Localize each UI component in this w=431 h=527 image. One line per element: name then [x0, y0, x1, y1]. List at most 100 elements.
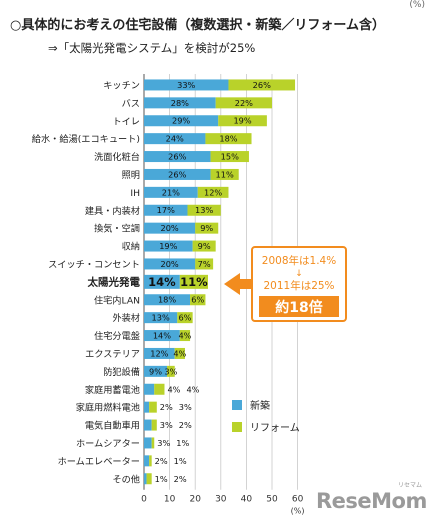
category-label: トイレ	[112, 116, 140, 127]
data-label-reform: 4%	[173, 348, 186, 358]
category-label: 照明	[122, 170, 140, 181]
bar-new	[144, 115, 219, 127]
legend-swatch	[232, 422, 242, 432]
callout-badge-text: 約18倍	[275, 299, 322, 316]
bar-reform	[218, 115, 267, 127]
bar-reform	[187, 204, 221, 216]
bar-new	[144, 419, 152, 431]
data-label-reform: 11%	[216, 169, 234, 179]
category-label: キッチン	[103, 80, 140, 91]
data-label-reform: 2%	[174, 474, 187, 484]
data-label-reform: 2%	[179, 420, 192, 430]
data-label-new: 21%	[162, 187, 180, 197]
bar-reform	[205, 133, 252, 145]
bar-reform	[228, 79, 296, 91]
x-tick-labels: 0 10 20 30 40 50 60 (%)	[141, 495, 304, 516]
data-label-new: 2%	[160, 402, 173, 412]
bar-reform	[179, 274, 208, 289]
data-label-new: 9%	[149, 366, 162, 376]
data-label-reform: 6%	[191, 295, 204, 305]
bar-reform	[167, 365, 175, 377]
category-label: スイッチ・コンセント	[48, 259, 140, 270]
bar-reform	[195, 222, 219, 234]
category-label: ホームエレベーター	[58, 456, 140, 467]
category-label: 収納	[122, 241, 140, 253]
data-label-reform: 13%	[195, 205, 213, 215]
bar-reform	[190, 294, 206, 306]
data-label-new: 26%	[168, 169, 186, 179]
data-label-reform: 26%	[253, 80, 271, 90]
bar-new	[144, 186, 198, 198]
data-label-new: 12%	[150, 348, 168, 358]
data-label-reform: 4%	[178, 331, 191, 341]
category-label: 太陽光発電	[87, 275, 141, 288]
legend-label: 新築	[250, 399, 270, 412]
callout-arrow	[224, 273, 252, 295]
data-label-reform: 3%	[164, 366, 177, 376]
callout-line1: 2008年は1.4%	[262, 254, 336, 267]
bar-reform	[177, 312, 193, 324]
data-label-new: 24%	[166, 134, 184, 144]
bar-new	[144, 294, 191, 306]
bar-reform	[151, 419, 157, 431]
data-label-reform: 22%	[235, 98, 253, 108]
x-tick-label: 10	[164, 495, 176, 505]
bar-new	[144, 204, 188, 216]
bar-reform	[210, 151, 249, 163]
legend-label: リフォーム	[250, 422, 300, 434]
bar-new	[144, 240, 193, 252]
data-label-new: 33%	[177, 80, 195, 90]
data-label-reform: 19%	[233, 116, 251, 126]
data-label-reform: 4%	[186, 384, 199, 394]
category-label: 換気・空調	[94, 223, 140, 235]
data-label-reform: 6%	[178, 313, 191, 323]
data-label-new: 28%	[171, 98, 189, 108]
data-label-new: 26%	[168, 152, 186, 162]
data-label-new: 20%	[160, 259, 178, 269]
bar-new	[144, 365, 168, 377]
data-label-reform: 12%	[204, 187, 222, 197]
data-label-reform: 3%	[179, 402, 192, 412]
bar-reform	[197, 186, 229, 198]
data-label-reform: 15%	[221, 152, 239, 162]
bar-new	[144, 437, 152, 449]
chart-title: ○具体的にお考えの住宅設備（複数選択・新築／リフォーム含）	[10, 18, 385, 33]
data-label-reform: 1%	[176, 438, 189, 448]
category-label: 洗面化粧台	[94, 151, 140, 163]
data-label-new: 20%	[160, 223, 178, 233]
x-tick-label: 50	[266, 495, 278, 505]
callout: 2008年は1.4% ↓ 2011年は25% 約18倍	[224, 246, 347, 322]
data-label-reform: 11%	[180, 275, 208, 289]
bar-new	[144, 383, 155, 395]
data-label-new: 2%	[155, 456, 168, 466]
bars: 33% 26% 28% 22% 29% 19% 24% 18% 26% 15% 26% 11% 21% 1…	[144, 79, 296, 485]
bar-new	[144, 274, 180, 289]
data-label-new: 4%	[167, 384, 180, 394]
data-label-new: 3%	[157, 438, 170, 448]
category-label: 住宅分電盤	[94, 330, 140, 342]
x-tick-label: 30	[215, 495, 227, 505]
bar-reform	[195, 258, 214, 270]
data-label-reform: 9%	[198, 241, 211, 251]
bar-reform	[149, 401, 157, 413]
category-label: 防犯設備	[103, 366, 140, 378]
bar-reform	[151, 437, 155, 449]
data-label-reform: 18%	[219, 134, 237, 144]
category-label: 給水・給湯(エコキュート)	[32, 133, 140, 145]
data-label-new: 18%	[158, 295, 176, 305]
x-unit-label: (%)	[291, 507, 305, 516]
legend-swatch	[232, 400, 242, 410]
bar-new	[144, 401, 150, 413]
brand-logo: ReseMom	[316, 489, 427, 513]
bar-reform	[149, 455, 152, 467]
bar-reform	[179, 330, 191, 342]
bar-reform	[146, 473, 152, 485]
category-label: IH	[130, 188, 140, 199]
data-label-reform: 9%	[200, 223, 213, 233]
bar-new	[144, 222, 196, 234]
x-tick-label: 0	[141, 495, 147, 505]
bar-reform	[192, 240, 216, 252]
